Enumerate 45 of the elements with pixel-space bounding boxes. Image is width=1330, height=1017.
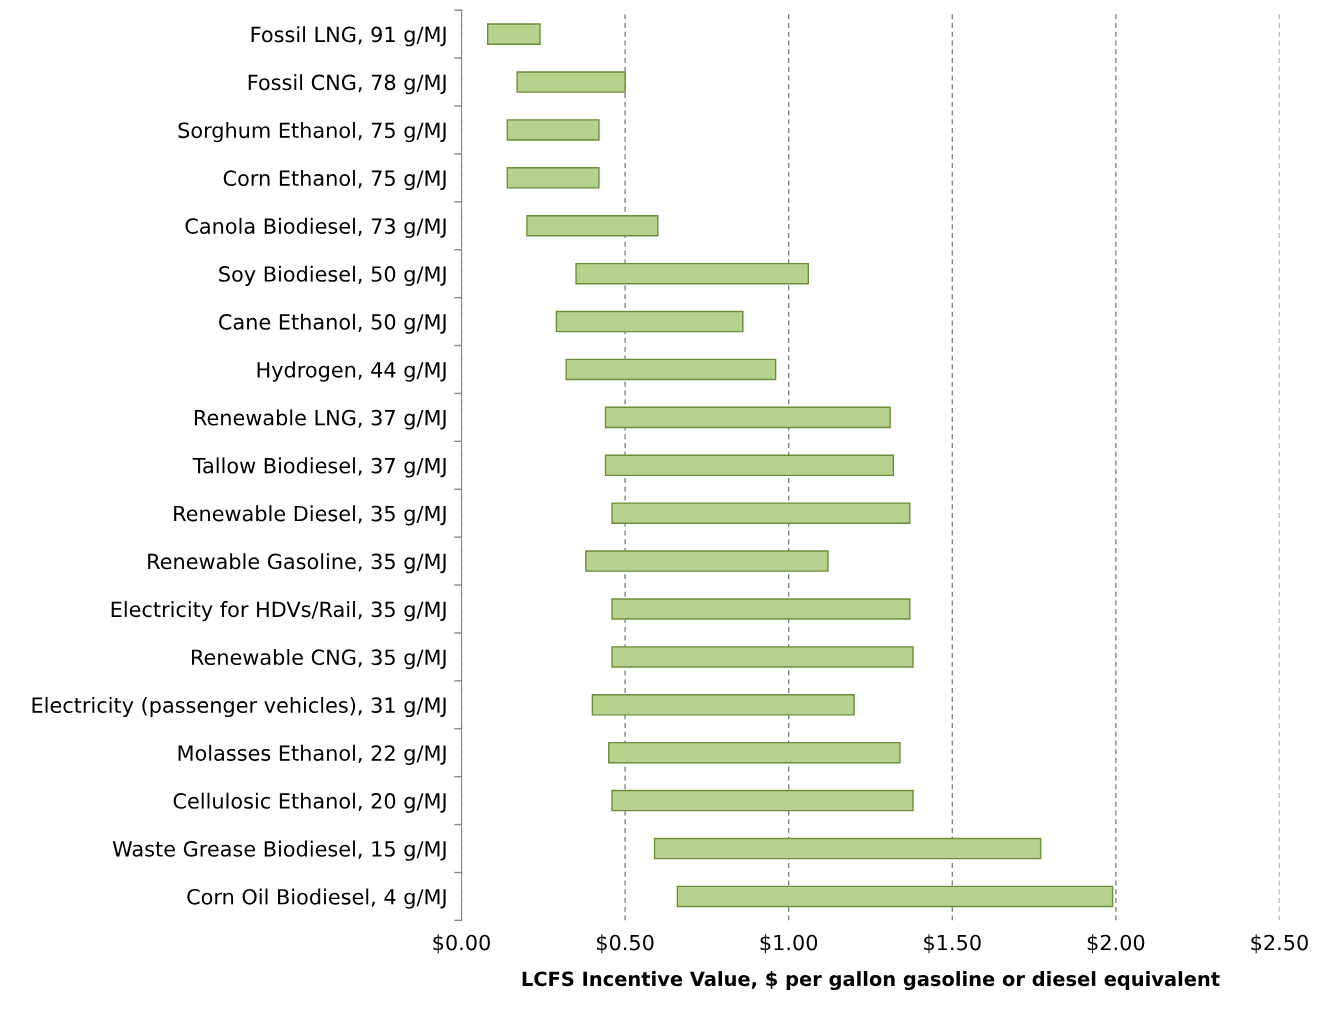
y-tick-label: Hydrogen, 44 g/MJ — [257, 361, 446, 382]
y-tick-label: Fossil LNG, 91 g/MJ — [251, 26, 446, 47]
y-tick-label: Electricity for HDVs/Rail, 35 g/MJ — [111, 601, 446, 622]
bar — [611, 646, 914, 668]
y-tick-label: Cellulosic Ethanol, 20 g/MJ — [173, 792, 446, 813]
bar — [611, 598, 911, 620]
x-tick-label: $1.50 — [924, 934, 981, 954]
bar — [611, 502, 911, 524]
y-tick-label: Soy Biodiesel, 50 g/MJ — [219, 265, 446, 286]
x-tick-label: $0.50 — [597, 934, 654, 954]
y-tick-label: Tallow Biodiesel, 37 g/MJ — [192, 457, 446, 478]
bar — [516, 71, 626, 93]
y-tick-label: Molasses Ethanol, 22 g/MJ — [178, 744, 446, 765]
bar — [676, 885, 1114, 908]
y-tick-label: Electricity (passenger vehicles), 31 g/MJ — [32, 696, 446, 718]
y-tick-label: Waste Grease Biodiesel, 15 g/MJ — [112, 840, 446, 861]
y-tick-label: Renewable CNG, 35 g/MJ — [192, 648, 446, 670]
bar — [486, 23, 541, 45]
bar — [611, 789, 914, 812]
x-tick-label: $2.50 — [1251, 934, 1308, 954]
bar — [585, 550, 829, 572]
bar — [506, 167, 600, 189]
y-tick-label: Cane Ethanol, 50 g/MJ — [219, 313, 446, 334]
bar — [608, 741, 901, 764]
y-tick-label: Corn Oil Biodiesel, 4 g/MJ — [187, 888, 446, 909]
bar — [604, 454, 895, 477]
x-tick-label: $2.00 — [1087, 934, 1145, 954]
bar — [575, 262, 810, 285]
bar — [555, 310, 744, 333]
y-tick-label: Renewable Diesel, 35 g/MJ — [174, 505, 446, 526]
bar — [526, 214, 659, 237]
bar — [506, 119, 600, 141]
y-tick-label: Sorghum Ethanol, 75 g/MJ — [178, 122, 446, 143]
bar — [653, 837, 1042, 860]
y-tick-label: Renewable LNG, 37 g/MJ — [194, 409, 446, 430]
y-tick-label: Corn Ethanol, 75 g/MJ — [223, 169, 446, 191]
y-tick-label: Fossil CNG, 78 g/MJ — [248, 74, 446, 95]
x-axis-title: LCFS Incentive Value, $ per gallon gasoline or diesel equivalent — [522, 971, 1220, 991]
x-tick-label: $1.00 — [760, 934, 818, 954]
bar — [565, 358, 777, 381]
x-tick-label: $0.00 — [433, 934, 490, 954]
y-tick-label: Renewable Gasoline, 35 g/MJ — [148, 553, 446, 574]
bar — [591, 694, 855, 716]
y-tick-label: Canola Biodiesel, 73 g/MJ — [185, 217, 446, 238]
bar — [604, 406, 891, 429]
